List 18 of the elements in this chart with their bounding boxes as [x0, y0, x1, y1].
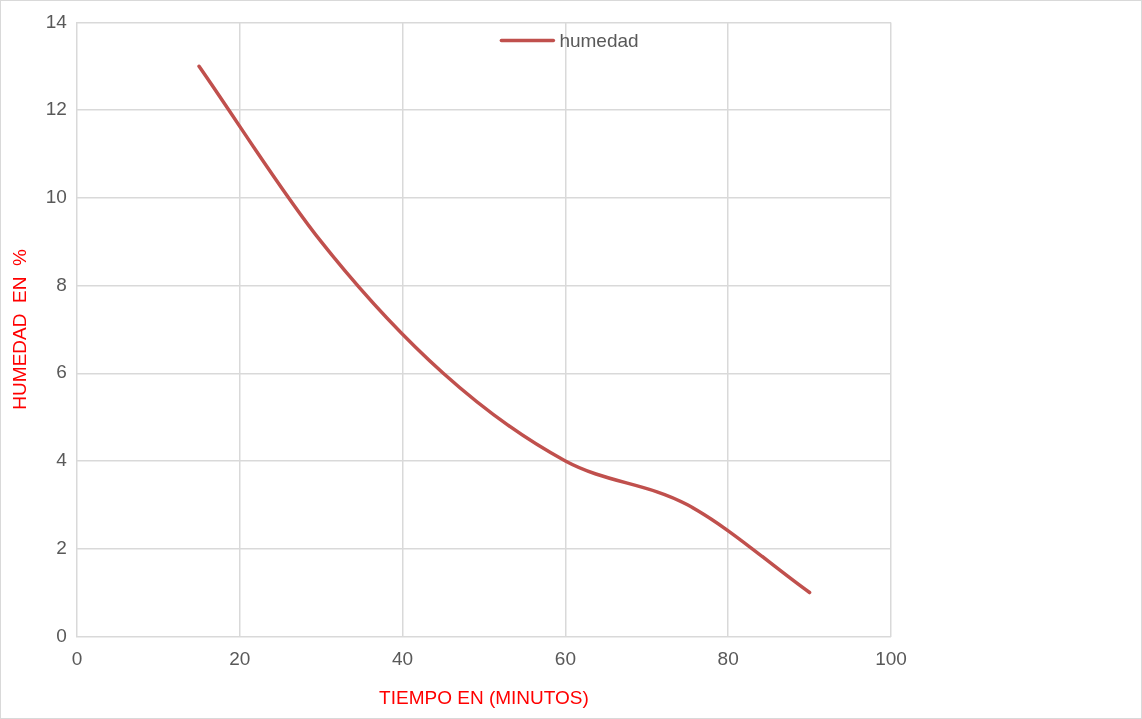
x-tick-label: 100 — [875, 648, 907, 670]
y-tick-label: 14 — [45, 10, 68, 32]
y-tick-label: 12 — [45, 98, 67, 120]
y-tick-label: 10 — [45, 186, 67, 208]
x-tick-label: 0 — [71, 648, 83, 670]
y-tick-label: 0 — [56, 624, 67, 646]
y-tick-label: 6 — [56, 361, 67, 383]
legend-label: humedad — [559, 29, 639, 51]
y-tick-label: 8 — [56, 273, 67, 295]
y-tick-label: 2 — [56, 536, 67, 558]
x-tick-label: 80 — [717, 648, 739, 670]
x-tick-label: 60 — [554, 648, 576, 670]
y-axis-title: HUMEDAD EN % — [8, 249, 30, 410]
y-tick-label: 4 — [56, 449, 68, 471]
x-tick-label: 40 — [391, 648, 414, 670]
line-series — [197, 64, 812, 595]
x-tick-label: 20 — [229, 648, 251, 670]
x-axis-title: TIEMPO EN (MINUTOS) — [379, 686, 589, 708]
